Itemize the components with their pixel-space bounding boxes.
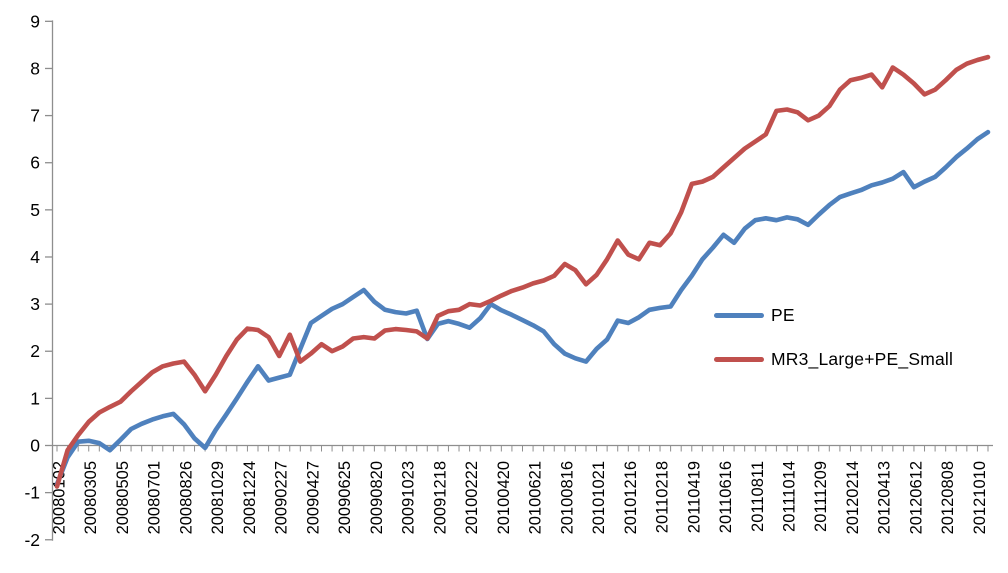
x-axis-tick-label: 20090427	[304, 461, 322, 534]
x-axis-tick-label: 20081029	[209, 461, 227, 534]
y-axis-tick-label: 9	[30, 11, 40, 31]
y-axis-tick-label: 3	[30, 294, 40, 314]
x-axis-tick-label: 20120808	[939, 461, 957, 534]
x-axis-tick-label: 20120612	[907, 461, 925, 534]
x-axis-tick-label: 20080305	[82, 461, 100, 534]
x-axis-tick-label: 20080505	[114, 461, 132, 534]
x-axis-tick-label: 20091023	[400, 461, 418, 534]
y-axis-tick-label: 8	[30, 58, 40, 78]
x-axis-tick-label: 20121010	[971, 461, 989, 534]
y-axis-tick-label: 2	[30, 341, 40, 361]
x-axis-tick-label: 20100816	[558, 461, 576, 534]
y-axis-tick-label: 0	[30, 436, 40, 456]
y-axis-tick-label: -2	[24, 530, 40, 550]
x-axis-tick-label: 20101216	[622, 461, 640, 534]
x-axis-tick-label: 20111209	[812, 461, 830, 532]
x-axis-tick-label: 20110218	[654, 461, 672, 533]
x-axis-tick-label: 20120214	[844, 461, 862, 534]
legend: PE MR3_Large+PE_Small	[714, 303, 953, 391]
x-axis-tick-label: 20081224	[241, 461, 259, 534]
y-axis-tick-label: 7	[30, 106, 40, 126]
legend-label-pe: PE	[771, 305, 795, 325]
x-axis-tick-label: 20110616	[717, 461, 735, 533]
x-axis-tick-label: 20080826	[177, 461, 195, 534]
series-line-mr3-large-pe-small	[54, 54, 991, 489]
x-axis-tick-label: 20100222	[463, 461, 481, 534]
y-axis-tick-label: 6	[30, 153, 40, 173]
x-axis-tick-label: 20110811	[749, 461, 767, 532]
x-axis-tick-label: 20091218	[431, 461, 449, 534]
legend-item-mr3: MR3_Large+PE_Small	[714, 347, 953, 372]
mr3-line-swatch-icon	[714, 357, 764, 362]
series-line-pe	[54, 129, 991, 487]
y-axis-tick-label: 4	[30, 247, 40, 267]
x-axis-tick-label: 20100420	[495, 461, 513, 534]
x-axis-tick-label: 20080102	[51, 461, 69, 534]
x-axis-tick-label: 20090625	[336, 461, 354, 534]
x-axis-tick-label: 20120413	[876, 461, 894, 534]
y-axis-tick-label: 1	[30, 388, 40, 408]
y-axis-tick-label: 5	[30, 200, 40, 220]
legend-label-mr3: MR3_Large+PE_Small	[771, 349, 954, 369]
legend-item-pe: PE	[714, 303, 953, 328]
x-axis-tick-label: 20100621	[527, 461, 545, 534]
x-axis-tick-label: 20090227	[273, 461, 291, 534]
x-axis-tick-label: 20080701	[146, 461, 164, 534]
y-axis-tick-label: -1	[24, 483, 40, 503]
x-axis-tick-label: 20090820	[368, 461, 386, 534]
x-axis-tick-label: 20111014	[780, 461, 798, 532]
x-axis-tick-label: 20101021	[590, 461, 608, 534]
pe-line-swatch-icon	[714, 313, 764, 318]
x-axis-tick-label: 20110419	[685, 461, 703, 533]
